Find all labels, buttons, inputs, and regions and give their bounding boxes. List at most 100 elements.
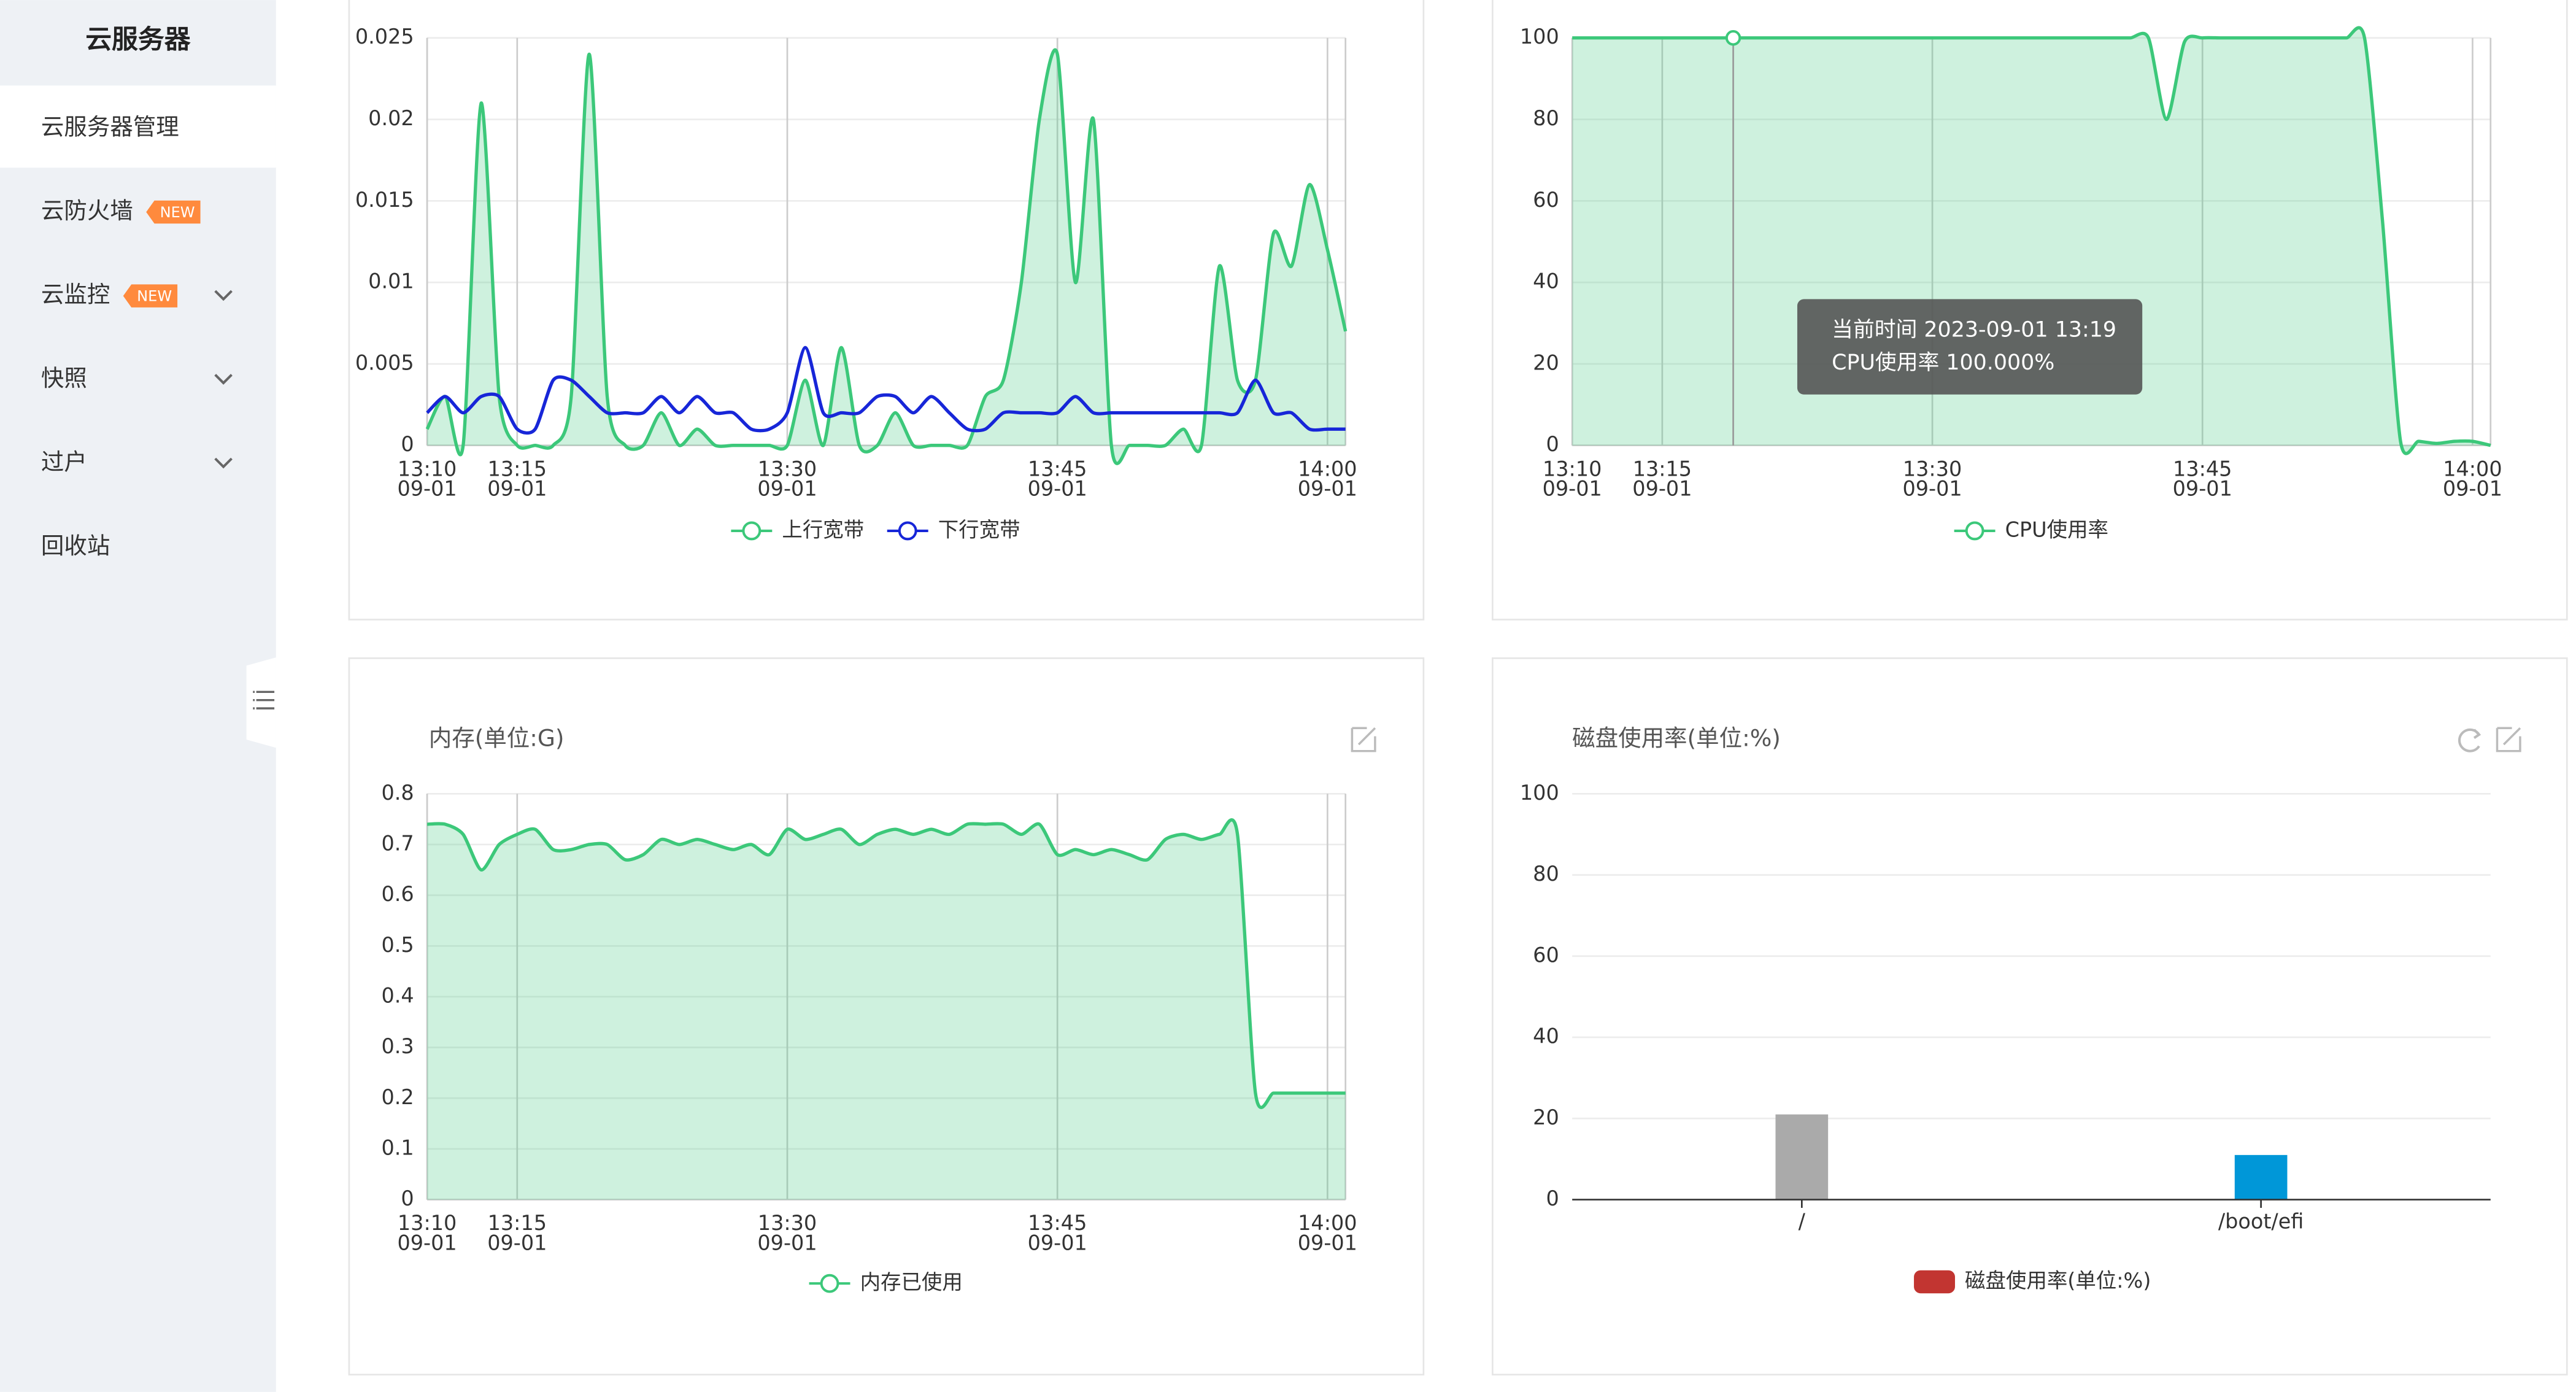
chart-title: 磁盘使用率(单位:%) <box>1572 724 1781 751</box>
legend-label[interactable]: 上行宽带 <box>782 517 864 541</box>
x-tick-label: 14:00 <box>1298 457 1357 481</box>
y-tick-label: 0 <box>1546 432 1559 456</box>
y-tick-label: 0.6 <box>381 882 414 906</box>
badge: NEW <box>137 287 172 304</box>
x-tick-label: 09-01 <box>757 476 817 500</box>
y-tick-label: 60 <box>1533 188 1559 212</box>
y-tick-label: 0 <box>1546 1186 1559 1210</box>
x-tick-label: 09-01 <box>2173 476 2232 500</box>
tooltip-text: CPU使用率 100.000% <box>1832 350 2054 375</box>
legend-symbol[interactable] <box>742 521 762 541</box>
card <box>348 657 1425 1376</box>
menu-item[interactable]: 云服务器管理 <box>41 113 179 140</box>
menu-active-bg <box>0 85 276 168</box>
x-tick-label: 09-01 <box>1298 1231 1357 1255</box>
collapse-tab[interactable] <box>246 657 276 748</box>
menu-item[interactable]: 快照 <box>41 365 87 392</box>
card <box>1491 657 2568 1376</box>
badge-bg <box>123 284 178 307</box>
x-tick-label: 09-01 <box>757 1231 817 1255</box>
x-tick-label: 09-01 <box>2443 476 2502 500</box>
card <box>1491 0 2568 621</box>
sidebar-title: 云服务器 <box>85 25 191 55</box>
x-tick-label: 09-01 <box>1028 476 1087 500</box>
y-tick-label: 0 <box>401 432 414 456</box>
legend-symbol[interactable] <box>1965 521 1984 541</box>
x-tick-label: 14:00 <box>1298 1211 1357 1235</box>
x-tick-label: 09-01 <box>1543 476 1602 500</box>
edit-icon[interactable] <box>2496 727 2521 752</box>
y-tick-label: 0.01 <box>368 269 414 293</box>
x-tick-label: /boot/efi <box>2218 1210 2304 1234</box>
x-tick-label: 13:30 <box>758 457 817 481</box>
x-tick-label: 13:15 <box>1633 457 1692 481</box>
sidebar <box>0 0 276 1392</box>
area <box>427 819 1346 1200</box>
y-tick-label: 0 <box>401 1186 414 1210</box>
y-tick-label: 0.3 <box>381 1034 414 1058</box>
menu-item[interactable]: 云防火墙 <box>41 197 133 224</box>
x-tick-label: 13:10 <box>398 457 457 481</box>
x-tick-label: 13:45 <box>1028 457 1087 481</box>
badge: NEW <box>160 204 195 221</box>
chart: 0 20 40 60 80 100 / /boot/efi 磁盘使用率(单位:%) 磁盘使用率(单… <box>1520 724 2491 1294</box>
collapse-icon[interactable] <box>253 690 275 710</box>
edit-icon[interactable] <box>1351 727 1376 752</box>
legend-label[interactable]: 下行宽带 <box>938 517 1020 541</box>
chart: 00.10.20.30.40.50.60.70.813:1009-0113:15… <box>381 724 1357 1294</box>
card <box>348 0 1425 621</box>
x-tick-label: 13:15 <box>488 457 547 481</box>
y-tick-label: 40 <box>1533 269 1559 293</box>
x-tick-label: 13:10 <box>1543 457 1602 481</box>
x-tick-label: 13:45 <box>2173 457 2232 481</box>
area <box>427 50 1346 464</box>
refresh-icon[interactable] <box>2458 728 2482 752</box>
y-tick-label: 40 <box>1533 1024 1559 1048</box>
y-tick-label: 100 <box>1520 781 1559 805</box>
chevron[interactable] <box>214 457 233 469</box>
x-tick-label: 13:45 <box>1028 1211 1087 1235</box>
pointer-dot <box>1725 30 1741 46</box>
y-tick-label: 0.02 <box>368 106 414 130</box>
legend-label[interactable]: CPU使用率 <box>2005 517 2108 541</box>
x-tick-label: 09-01 <box>1902 476 1962 500</box>
y-tick-label: 80 <box>1533 106 1559 130</box>
x-tick-label: 09-01 <box>1632 476 1692 500</box>
chevron[interactable] <box>214 290 233 301</box>
series-line <box>426 346 1346 435</box>
legend-label[interactable]: 磁盘使用率(单位:%) <box>1965 1269 2151 1293</box>
x-tick-label: 13:30 <box>758 1211 817 1235</box>
x-tick-label: 09-01 <box>487 476 547 500</box>
legend-label[interactable]: 内存已使用 <box>860 1270 963 1294</box>
x-tick-label: 09-01 <box>397 476 457 500</box>
menu-item[interactable]: 云监控 <box>41 281 110 308</box>
x-tick-label: 13:15 <box>488 1211 547 1235</box>
y-tick-label: 100 <box>1520 25 1559 48</box>
x-tick-label: 09-01 <box>1298 476 1357 500</box>
x-tick-label: 09-01 <box>1028 1231 1087 1255</box>
bar[interactable] <box>2234 1154 2288 1200</box>
menu-item[interactable]: 回收站 <box>41 532 110 559</box>
legend-symbol[interactable] <box>1914 1270 1955 1294</box>
x-tick-label: 13:30 <box>1903 457 1962 481</box>
chevron[interactable] <box>214 374 233 385</box>
x-tick-label: 09-01 <box>487 1231 547 1255</box>
y-tick-label: 0.8 <box>381 781 414 805</box>
y-tick-label: 0.2 <box>381 1085 414 1109</box>
chart-title: 内存(单位:G) <box>429 724 565 751</box>
chart: 02040608010013:1009-0113:1509-0113:3009-… <box>1520 25 2502 541</box>
charts: 00.0050.010.0150.020.02513:1009-0113:150… <box>355 25 2502 1294</box>
legend-symbol[interactable] <box>898 521 917 541</box>
series-line <box>426 818 1346 1109</box>
bar[interactable] <box>1775 1114 1829 1200</box>
legend-symbol[interactable] <box>820 1274 839 1293</box>
y-tick-label: 80 <box>1533 862 1559 886</box>
menu-item[interactable]: 过户 <box>41 449 87 476</box>
chart: 00.0050.010.0150.020.02513:1009-0113:150… <box>355 25 1357 541</box>
y-tick-label: 0.025 <box>355 25 414 48</box>
tooltip-text: 当前时间 2023-09-01 13:19 <box>1832 317 2116 342</box>
x-tick-label: / <box>1799 1210 1806 1234</box>
